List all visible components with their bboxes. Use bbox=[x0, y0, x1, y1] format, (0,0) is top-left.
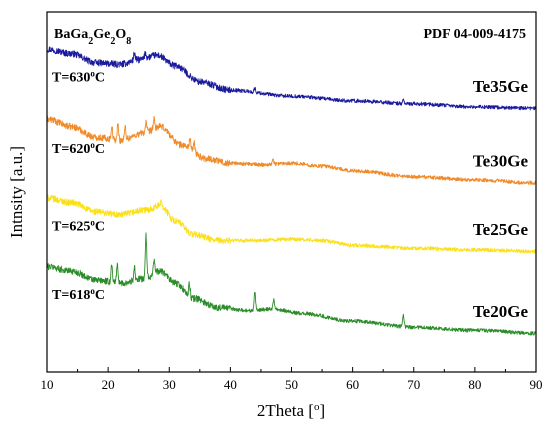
series-line-te20ge bbox=[46, 232, 537, 336]
x-tick-label: 10 bbox=[41, 377, 54, 392]
x-tick-label: 70 bbox=[407, 377, 420, 392]
x-tick-label: 90 bbox=[530, 377, 543, 392]
series-label-layer: Te35Ge T=630oC Te30Ge T=620oC Te25Ge T=625oC T… bbox=[52, 68, 528, 321]
temperature-label: T=618oC bbox=[52, 286, 105, 303]
x-tick-label: 80 bbox=[468, 377, 481, 392]
x-axis-title: 2Theta [o] bbox=[257, 401, 325, 420]
x-tick-label: 60 bbox=[346, 377, 359, 392]
series-line-te25ge bbox=[46, 194, 537, 254]
x-tick-label: 20 bbox=[102, 377, 115, 392]
temperature-label: T=625oC bbox=[52, 217, 105, 234]
plot-frame bbox=[46, 11, 537, 373]
x-axis: 10 20 30 40 50 60 70 80 90 bbox=[41, 367, 543, 392]
x-tick-label: 30 bbox=[163, 377, 176, 392]
series-name-label: Te30Ge bbox=[473, 152, 529, 171]
series-line-te35ge bbox=[46, 46, 537, 111]
y-axis-title: Intnsity [a.u.] bbox=[7, 146, 26, 238]
trace-layer bbox=[46, 46, 537, 336]
phase-label: BaGa2Ge2O8 bbox=[54, 27, 131, 47]
series-name-label: Te35Ge bbox=[473, 77, 529, 96]
series-line-te30ge bbox=[46, 115, 537, 185]
x-tick-label: 50 bbox=[285, 377, 298, 392]
pdf-label: PDF 04-009-4175 bbox=[423, 27, 526, 42]
x-tick-label: 40 bbox=[224, 377, 237, 392]
temperature-label: T=620oC bbox=[52, 140, 105, 157]
series-name-label: Te20Ge bbox=[473, 302, 529, 321]
temperature-label: T=630oC bbox=[52, 68, 105, 85]
series-name-label: Te25Ge bbox=[473, 220, 529, 239]
